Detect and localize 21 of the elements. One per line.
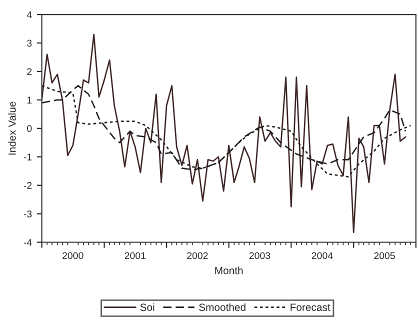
y-tick-label: -4 bbox=[24, 239, 32, 246]
y-tick-label: 0 bbox=[27, 125, 32, 132]
line-series bbox=[42, 34, 406, 233]
y-tick-label: -1 bbox=[24, 154, 32, 160]
y-tick-label: 3 bbox=[27, 40, 32, 47]
x-axis-title: Month bbox=[215, 266, 243, 274]
x-tick-label: 2003 bbox=[249, 252, 270, 260]
x-tick-label: 2002 bbox=[187, 252, 208, 260]
legend-label: Soi bbox=[140, 303, 154, 311]
x-tick-label: 2005 bbox=[374, 252, 395, 260]
y-tick-label: 2 bbox=[27, 68, 32, 75]
y-tick-label: -2 bbox=[24, 182, 32, 189]
x-tick-label: 2001 bbox=[124, 252, 146, 260]
y-axis-title: Index Value bbox=[8, 102, 16, 155]
y-tick-label: 1 bbox=[27, 96, 32, 104]
legend-label: Forecast bbox=[290, 304, 330, 311]
y-tick-label: 4 bbox=[26, 11, 32, 18]
x-tick-label: 2000 bbox=[62, 252, 84, 260]
x-tick-label: 2004 bbox=[312, 252, 333, 260]
y-tick-label: -3 bbox=[24, 210, 32, 218]
legend-label: Smoothed bbox=[199, 303, 246, 311]
